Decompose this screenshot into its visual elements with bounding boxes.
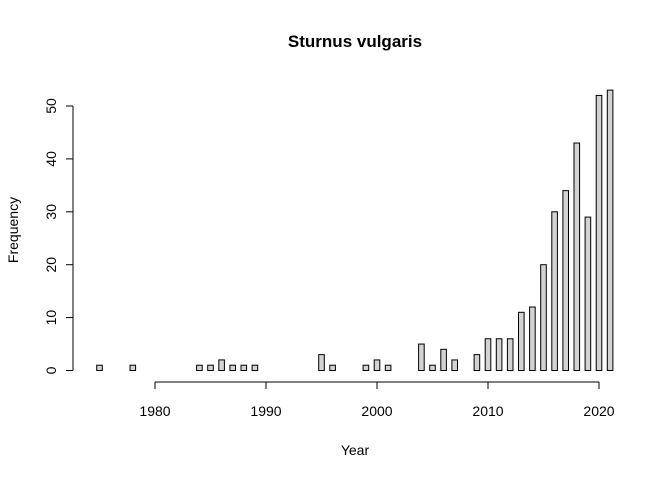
- chart-title: Sturnus vulgaris: [288, 32, 422, 51]
- y-tick-label-30: 30: [43, 204, 59, 220]
- x-tick-label-2020: 2020: [583, 403, 614, 419]
- bar-2017: [562, 190, 570, 371]
- y-tick-label-40: 40: [43, 151, 59, 167]
- bars-group: [96, 89, 614, 372]
- bar-2014: [529, 306, 536, 371]
- bar-2007: [451, 359, 458, 372]
- x-axis-label: Year: [341, 442, 370, 458]
- bar-1995: [318, 354, 325, 372]
- bar-2015: [540, 264, 547, 372]
- x-tick-label-1990: 1990: [250, 403, 281, 419]
- bar-1989: [251, 364, 259, 371]
- x-tick-label-2010: 2010: [472, 403, 503, 419]
- bar-2001: [384, 364, 392, 371]
- bar-2016: [551, 211, 558, 371]
- bar-2004: [418, 343, 425, 371]
- bar-1975: [96, 364, 103, 371]
- bar-2019: [584, 216, 592, 371]
- x-tick-label-1980: 1980: [139, 403, 170, 419]
- y-tick-label-0: 0: [43, 366, 59, 374]
- bar-2020: [595, 94, 603, 371]
- y-axis-label: Frequency: [5, 197, 21, 263]
- y-tick-label-10: 10: [43, 310, 59, 326]
- bar-2018: [573, 142, 581, 371]
- bar-2010: [484, 338, 492, 372]
- y-tick-label-50: 50: [43, 98, 59, 114]
- bar-2006: [440, 348, 447, 371]
- bar-1996: [329, 364, 336, 371]
- bar-2009: [473, 354, 481, 372]
- bar-1978: [129, 364, 137, 371]
- bar-1999: [362, 364, 370, 371]
- bar-2011: [495, 338, 503, 372]
- y-tick-label-20: 20: [43, 257, 59, 273]
- bar-1988: [240, 364, 248, 371]
- bar-1984: [196, 364, 203, 371]
- bar-2005: [429, 364, 436, 371]
- bar-1987: [229, 364, 236, 371]
- bar-1985: [207, 364, 214, 371]
- bar-2013: [518, 311, 525, 371]
- bar-2000: [373, 359, 381, 372]
- bar-1986: [218, 359, 225, 372]
- bar-2021: [606, 89, 614, 371]
- x-tick-label-2000: 2000: [361, 403, 392, 419]
- y-axis: 0 10 20 30 40 50: [43, 98, 74, 374]
- bar-2012: [506, 338, 514, 372]
- x-axis: 1980 1990 2000 2010 2020: [139, 381, 615, 419]
